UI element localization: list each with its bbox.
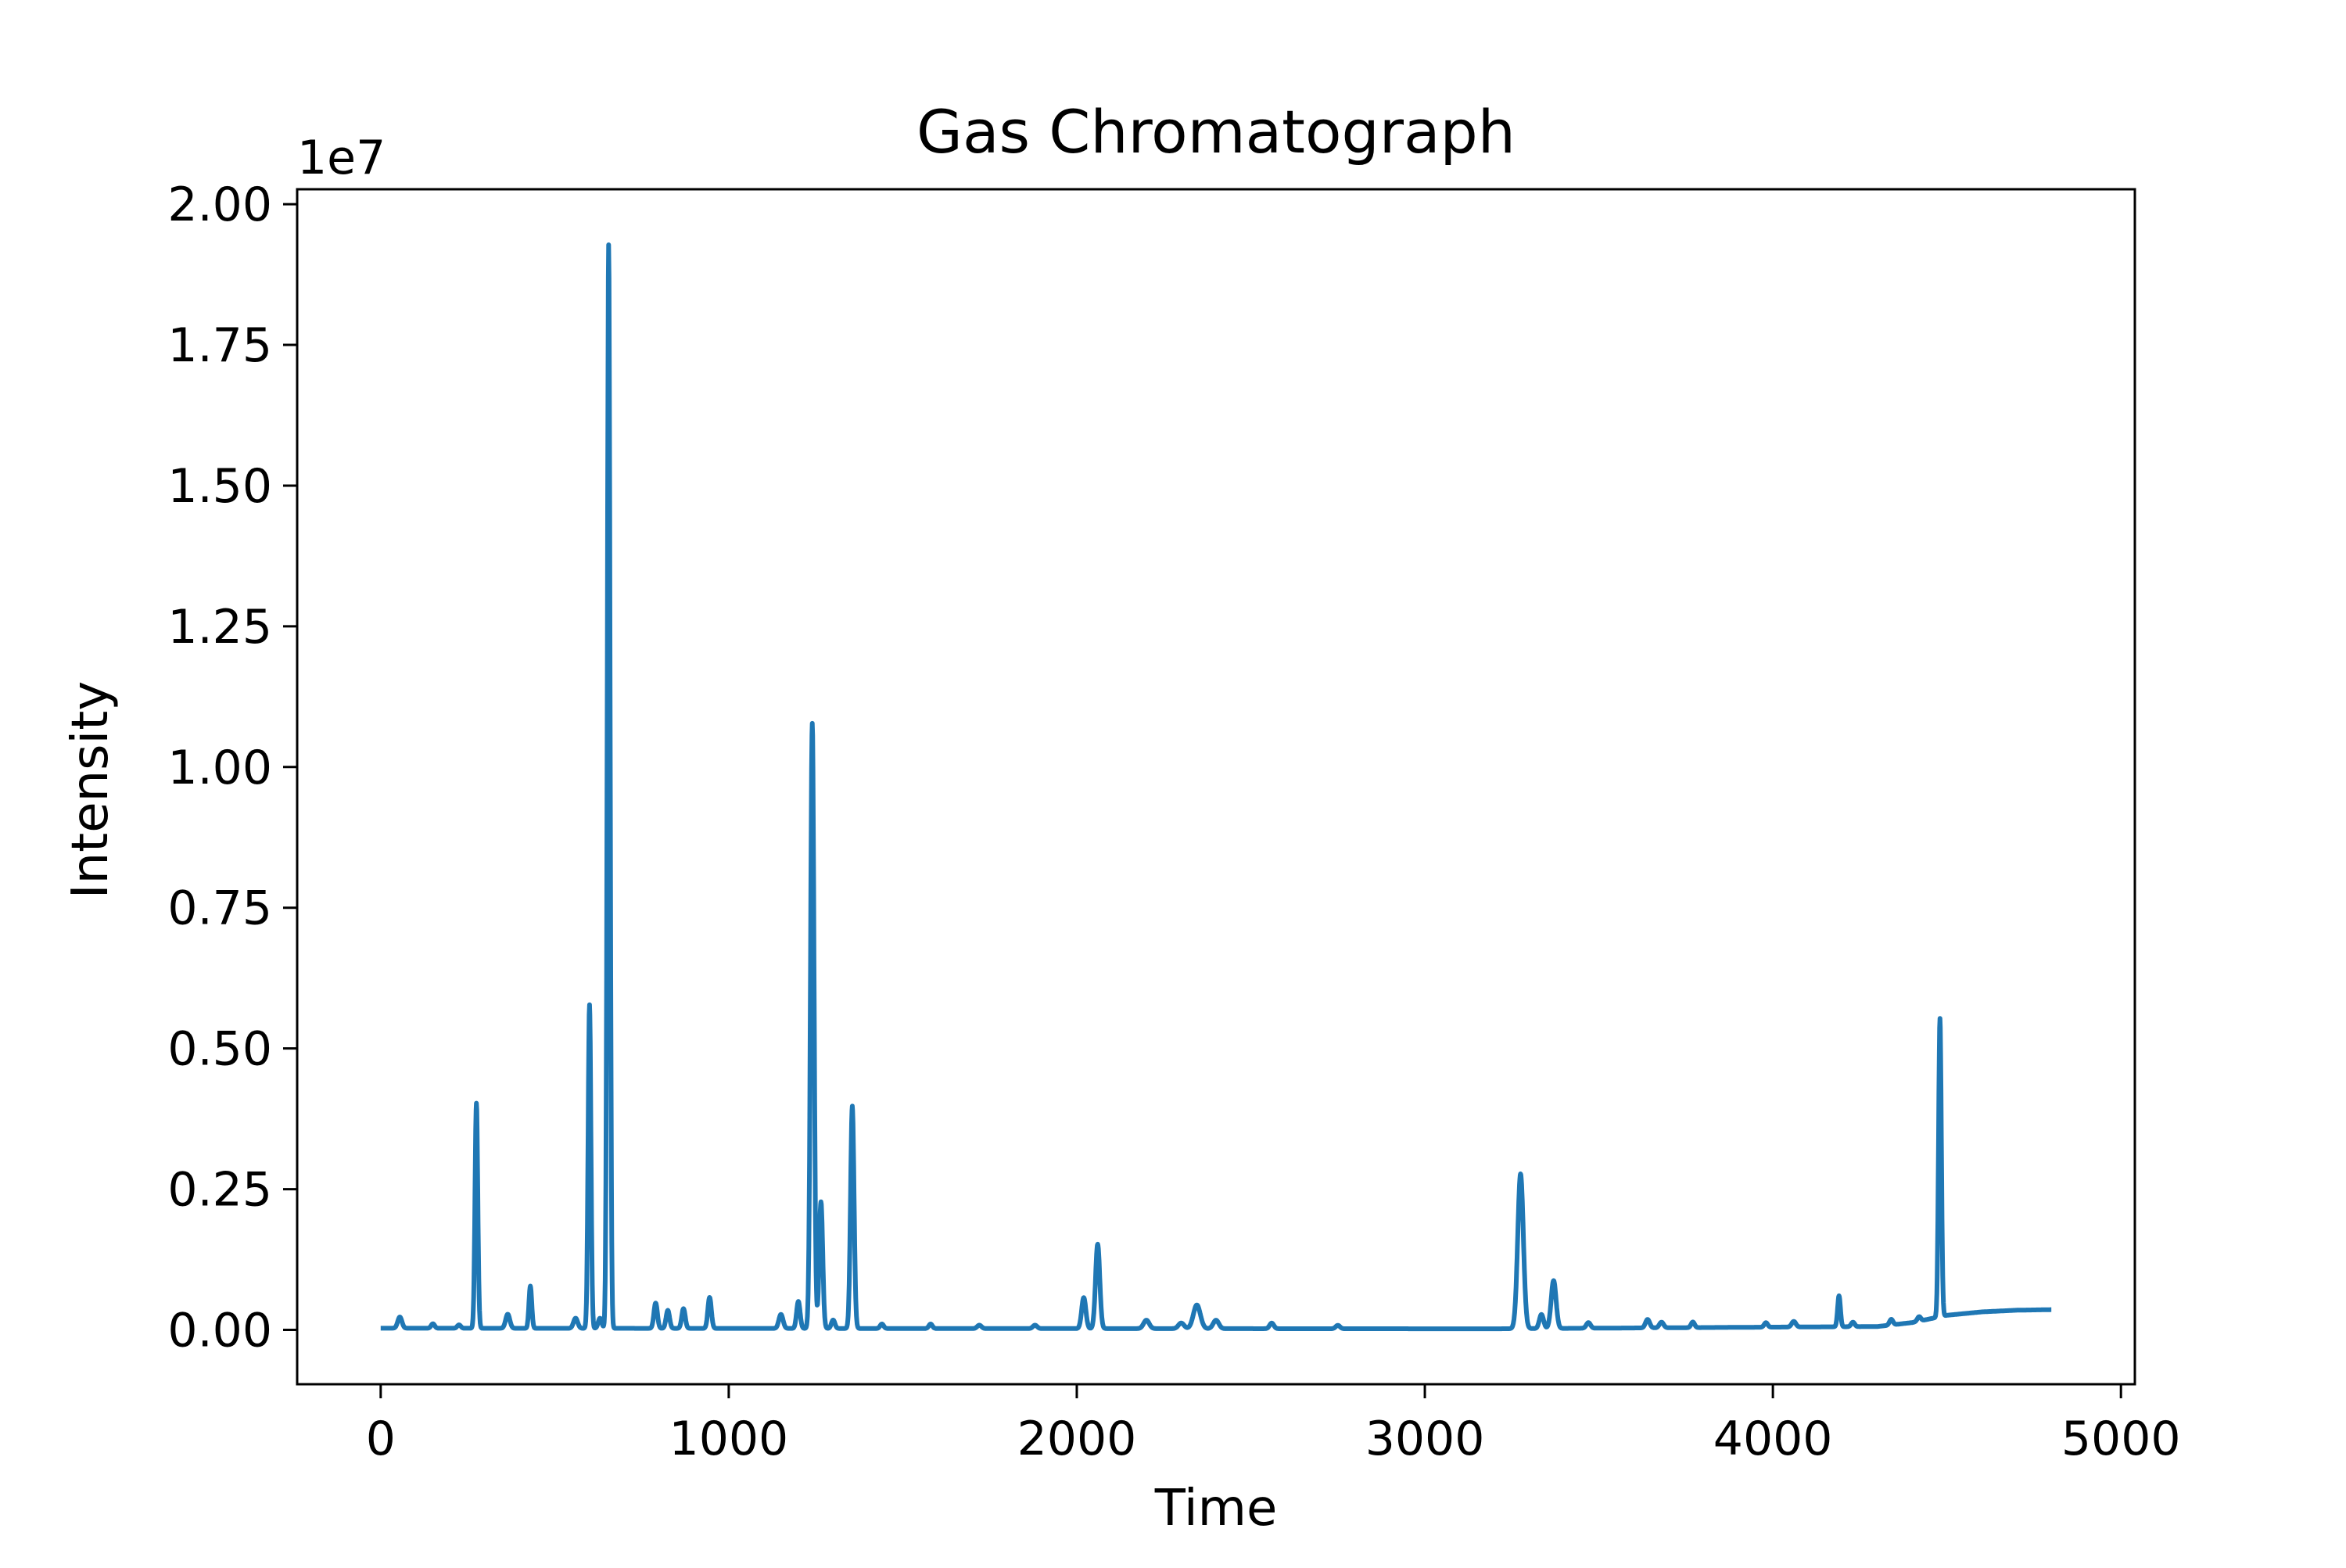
x-tick-label: 0	[366, 1412, 396, 1466]
plot-frame	[296, 188, 2136, 1386]
x-tick-label: 2000	[1017, 1412, 1137, 1466]
y-tick-label: 1.25	[167, 600, 272, 655]
y-tick-label: 0.25	[167, 1163, 272, 1218]
y-tick-label: 0.50	[167, 1022, 272, 1077]
y-tick-label: 0.75	[167, 881, 272, 936]
y-tick-label: 1.00	[167, 741, 272, 795]
y-axis-label: Intensity	[62, 681, 120, 899]
y-tick-label: 1.50	[167, 459, 272, 514]
x-tick-label: 1000	[669, 1412, 789, 1466]
x-tick-label: 5000	[2061, 1412, 2181, 1466]
x-tick-label: 3000	[1365, 1412, 1485, 1466]
x-axis-label: Time	[1154, 1480, 1278, 1538]
y-tick-label: 0.00	[167, 1304, 272, 1358]
intensity-series-line	[378, 242, 2054, 1332]
x-tick-label: 4000	[1713, 1412, 1833, 1466]
y-tick-label: 2.00	[167, 178, 272, 232]
ticks-layer: 0 1000 2000 3000 4000 5000 0.00 0.25 0.50 0.75 1.0…	[167, 178, 2180, 1466]
y-offset-label: 1e7	[297, 131, 386, 185]
chart-title: Gas Chromatograph	[917, 97, 1516, 167]
plot-layer	[378, 242, 2054, 1332]
y-tick-label: 1.75	[167, 318, 272, 373]
